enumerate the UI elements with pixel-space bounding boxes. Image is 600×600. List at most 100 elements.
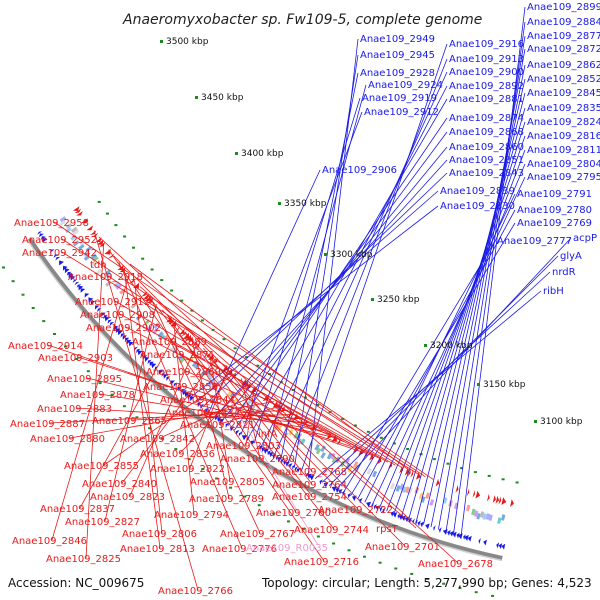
forward-gene-label[interactable]: Anae109_2777 <box>497 236 572 247</box>
forward-gene-label[interactable]: Anae109_2945 <box>360 50 435 61</box>
forward-gene-label[interactable]: Anae109_2852 <box>527 74 600 85</box>
reverse-gene-label[interactable]: Anae109_2701 <box>365 542 440 553</box>
forward-gene-label[interactable]: Anae109_2906 <box>322 165 397 176</box>
reverse-gene-label[interactable]: Anae109_2942 <box>22 248 97 259</box>
forward-gene-label[interactable]: Anae109_2835 <box>527 103 600 114</box>
reverse-gene-label[interactable]: Anae109_2878 <box>60 390 135 401</box>
reverse-gene-label[interactable]: Anae109_2805 <box>190 477 265 488</box>
reverse-gene-label[interactable]: Anae109_2744 <box>294 525 369 536</box>
reverse-gene-label[interactable]: Anae109_2767 <box>220 529 295 540</box>
reverse-gene-label[interactable]: Anae109_2871 <box>140 350 215 361</box>
forward-gene-label[interactable]: Anae109_2839 <box>440 186 515 197</box>
forward-gene-label[interactable]: Anae109_2816 <box>527 131 600 142</box>
forward-gene-label[interactable]: Anae109_2916 <box>449 39 524 50</box>
reverse-gene-label[interactable]: Anae109_2794 <box>154 510 229 521</box>
forward-gene-label[interactable]: Anae109_2924 <box>368 80 443 91</box>
forward-gene-label[interactable]: Anae109_2804 <box>527 159 600 170</box>
forward-gene-label[interactable]: Anae109_2913 <box>449 54 524 65</box>
forward-gene-label[interactable]: Anae109_2912 <box>364 107 439 118</box>
reverse-gene-label[interactable]: Anae109_2952 <box>22 235 97 246</box>
forward-gene-label[interactable]: glyA <box>560 251 582 262</box>
reverse-gene-label[interactable]: Anae109_2764 <box>272 480 347 491</box>
forward-gene-label[interactable]: Anae109_2769 <box>517 218 592 229</box>
reverse-gene-label[interactable]: Anae109_2842 <box>120 434 195 445</box>
reverse-gene-label[interactable]: Anae109_2766 <box>158 586 233 597</box>
reverse-gene-label[interactable]: Anae109_2760 <box>256 508 331 519</box>
forward-gene-label[interactable]: Anae109_2899 <box>527 2 600 13</box>
reverse-gene-label[interactable]: Anae109_2789 <box>189 494 264 505</box>
forward-gene-label[interactable]: Anae109_2884 <box>527 17 600 28</box>
forward-gene-label[interactable]: Anae109_2862 <box>527 60 600 71</box>
reverse-gene-label[interactable]: Anae109_2902 <box>86 323 161 334</box>
reverse-gene-label[interactable]: Anae109_2768 <box>272 467 347 478</box>
forward-gene-label[interactable]: Anae109_2900 <box>449 67 524 78</box>
reverse-gene-label[interactable]: Anae109_2834 <box>165 408 240 419</box>
forward-gene-label[interactable]: Anae109_2811 <box>527 145 600 156</box>
reverse-gene-label[interactable]: rpsT <box>376 524 399 535</box>
forward-gene-label[interactable]: acpP <box>573 233 597 244</box>
rna-gene-label[interactable]: Anae109_R0035 <box>246 543 328 554</box>
reverse-gene-label[interactable]: Anae109_2837 <box>40 504 115 515</box>
forward-gene-arrow <box>189 396 195 402</box>
reverse-gene-label[interactable]: Anae109_2825 <box>46 554 121 565</box>
reverse-gene-label[interactable]: Anae109_2803 <box>206 441 281 452</box>
reverse-gene-label[interactable]: Anae109_2889 <box>132 337 207 348</box>
reverse-gene-label[interactable]: Anae109_2958 <box>14 218 89 229</box>
reverse-gene-label[interactable]: tdh <box>90 260 107 271</box>
forward-gene-label[interactable]: Anae109_2851 <box>449 155 524 166</box>
reverse-gene-label[interactable]: Anae109_2883 <box>37 404 112 415</box>
reverse-gene-label[interactable]: Anae109_2678 <box>418 559 493 570</box>
forward-gene-label[interactable]: Anae109_2874 <box>449 113 524 124</box>
reverse-gene-label[interactable]: Anae109_2865 <box>92 416 167 427</box>
forward-gene-label[interactable]: Anae109_2872 <box>527 44 600 55</box>
forward-gene-label[interactable]: Anae109_2845 <box>527 88 600 99</box>
reverse-gene-label[interactable]: Anae109_2844 <box>160 395 235 406</box>
reverse-leader-line <box>113 255 406 547</box>
forward-gene-label[interactable]: nrdR <box>552 267 576 278</box>
forward-gene-label[interactable]: Anae109_2860 <box>449 142 524 153</box>
reverse-gene-label[interactable]: Anae109_2823 <box>90 492 165 503</box>
reverse-gene-label[interactable]: Anae109_2827 <box>65 517 140 528</box>
forward-gene-label[interactable]: Anae109_2877 <box>527 31 600 42</box>
reverse-gene-label[interactable]: Anae109_2846 <box>12 536 87 547</box>
reverse-gene-label[interactable]: Anae109_2903 <box>38 353 113 364</box>
reverse-gene-label[interactable]: Anae109_2856 <box>143 382 218 393</box>
forward-gene-label[interactable]: Anae109_2824 <box>527 117 600 128</box>
forward-gene-label[interactable]: Anae109_2780 <box>517 205 592 216</box>
reverse-gene-label[interactable]: Anae109_2918 <box>68 272 143 283</box>
reverse-gene-label[interactable]: Anae109_2806 <box>122 529 197 540</box>
reverse-gene-label[interactable]: Anae109_2813 <box>120 544 195 555</box>
reverse-gene-label[interactable]: Anae109_2754 <box>272 492 347 503</box>
reverse-gene-label[interactable]: Anae109_2914 <box>8 341 83 352</box>
reverse-gene-label[interactable]: Anae109_2895 <box>47 374 122 385</box>
reverse-gene-label[interactable]: Anae109_2869 <box>146 367 221 378</box>
forward-gene-label[interactable]: ribH <box>543 286 564 297</box>
reverse-gene-label[interactable]: Anae109_2887 <box>10 419 85 430</box>
reverse-gene-label[interactable]: infA <box>258 429 278 440</box>
forward-gene-label[interactable]: Anae109_2928 <box>360 68 435 79</box>
forward-gene-label[interactable]: Anae109_2868 <box>449 127 524 138</box>
forward-gene-label[interactable]: Anae109_2949 <box>360 34 435 45</box>
reverse-gene-label[interactable]: Anae109_2722 <box>318 505 393 516</box>
reverse-gene-label[interactable]: Anae109_2776 <box>202 544 277 555</box>
reverse-gene-label[interactable]: Anae109_2790 <box>220 454 295 465</box>
reverse-gene-label[interactable]: Anae109_2880 <box>30 434 105 445</box>
forward-gene-label[interactable]: Anae109_2919 <box>362 93 437 104</box>
reverse-gene-label[interactable]: Anae109_2821 <box>180 420 255 431</box>
reverse-leader-line <box>118 261 243 549</box>
forward-gene-label[interactable]: Anae109_2830 <box>440 201 515 212</box>
topology-summary: Topology: circular; Length: 5,277,990 bp… <box>261 576 592 590</box>
reverse-gene-label[interactable]: Anae109_2716 <box>284 557 359 568</box>
reverse-gene-label[interactable]: Anae109_2911 <box>75 297 150 308</box>
forward-gene-label[interactable]: Anae109_2892 <box>449 81 524 92</box>
forward-gene-label[interactable]: Anae109_2881 <box>449 94 524 105</box>
reverse-gene-label[interactable]: Anae109_2908 <box>80 310 155 321</box>
forward-gene-label[interactable]: Anae109_2843 <box>449 168 524 179</box>
reverse-gene-label[interactable]: Anae109_2822 <box>150 464 225 475</box>
forward-gene-label[interactable]: Anae109_2791 <box>517 189 592 200</box>
function-category-block <box>273 423 280 431</box>
reverse-gene-label[interactable]: Anae109_2836 <box>140 449 215 460</box>
reverse-gene-label[interactable]: Anae109_2840 <box>82 479 157 490</box>
reverse-gene-label[interactable]: Anae109_2855 <box>64 461 139 472</box>
forward-gene-label[interactable]: Anae109_2795 <box>527 172 600 183</box>
